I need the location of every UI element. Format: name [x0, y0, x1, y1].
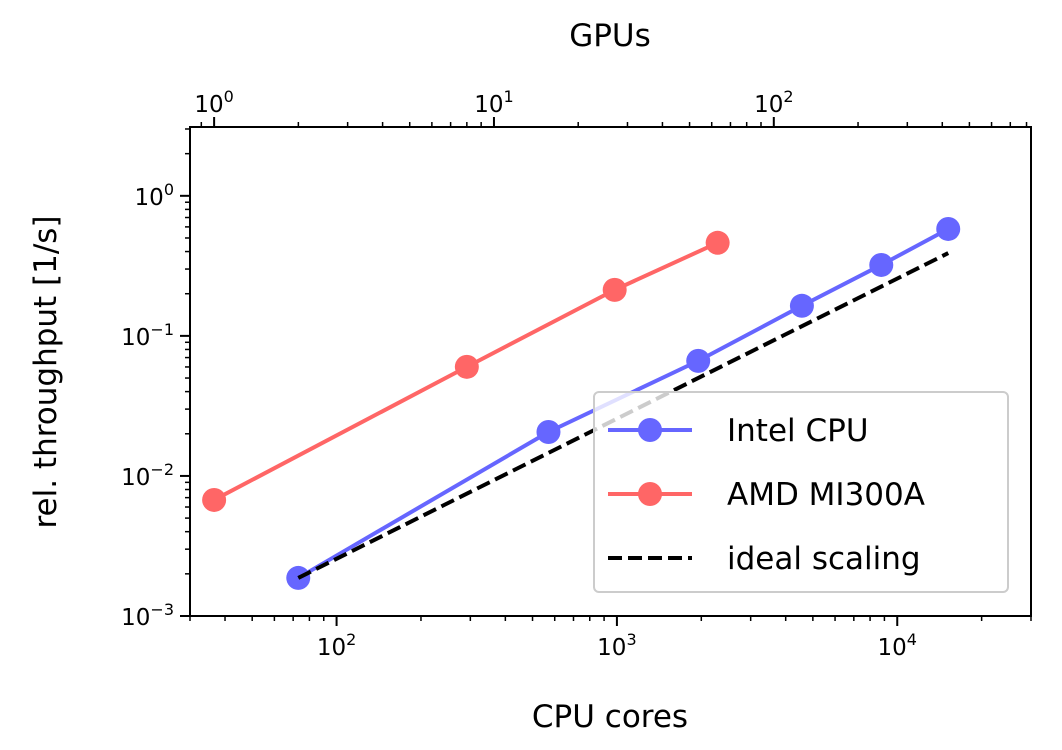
legend-label: AMD MI300A — [727, 477, 925, 513]
y-tick-label: 100 — [135, 180, 174, 211]
x2-tick-label: 101 — [474, 87, 513, 118]
y-tick-label: 10−2 — [121, 460, 174, 491]
data-point — [936, 216, 961, 241]
legend: Intel CPU AMD MI300A ideal scaling — [593, 391, 1009, 593]
x-tick-label: 102 — [317, 630, 356, 661]
legend-item: ideal scaling — [608, 541, 921, 577]
legend-box — [593, 391, 1009, 593]
legend-item: Intel CPU — [608, 413, 869, 449]
data-point — [705, 230, 730, 255]
data-point — [686, 348, 711, 373]
data-point — [202, 487, 227, 512]
y-tick-label: 10−1 — [121, 320, 174, 351]
y-tick-label: 10−3 — [121, 600, 174, 631]
x2-tick-label: 102 — [754, 87, 793, 118]
x2-axis-label: GPUs — [569, 18, 651, 54]
legend-label: ideal scaling — [727, 541, 921, 577]
series-line — [213, 240, 719, 502]
legend-marker — [638, 418, 662, 442]
legend-label: Intel CPU — [727, 413, 869, 449]
data-point — [789, 293, 814, 318]
legend-marker — [638, 482, 662, 506]
plot-frame — [189, 126, 1032, 617]
data-point — [869, 252, 894, 277]
x-tick-label: 103 — [597, 630, 636, 661]
series-line — [297, 227, 950, 580]
x2-tick-label: 100 — [194, 87, 233, 118]
series-intel-cpu — [286, 216, 961, 590]
x-tick-label: 104 — [878, 630, 917, 661]
data-point — [536, 419, 561, 444]
data-point — [454, 354, 479, 379]
y-axis-label: rel. throughput [1/s] — [28, 215, 64, 528]
series-amd-mi300a — [202, 230, 730, 512]
x-axis-label: CPU cores — [532, 699, 688, 735]
data-point — [602, 277, 627, 302]
legend-item: AMD MI300A — [608, 477, 925, 513]
